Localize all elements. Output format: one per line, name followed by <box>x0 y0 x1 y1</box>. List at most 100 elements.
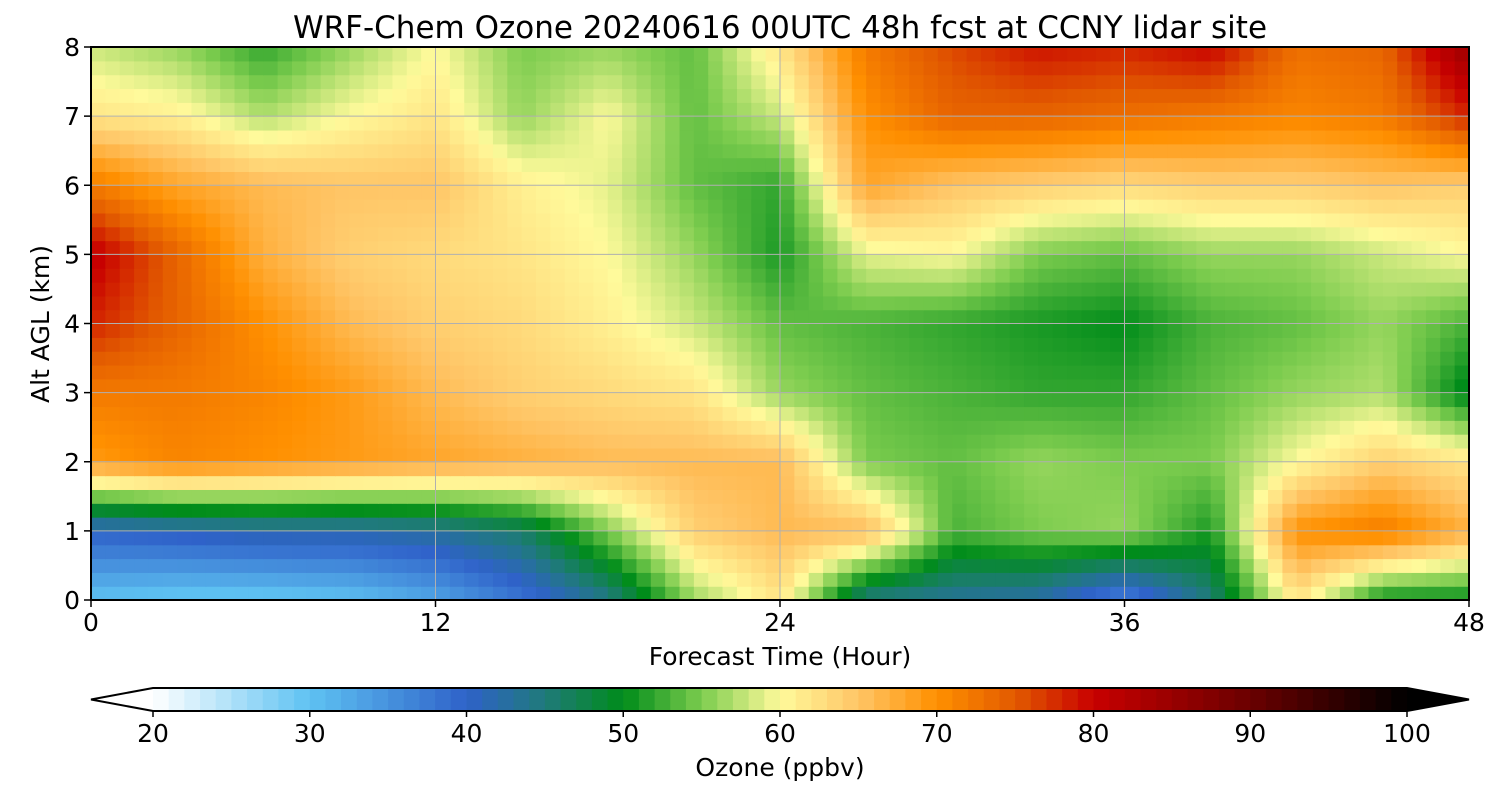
heatmap-cell <box>1024 212 1039 228</box>
heatmap-cell <box>234 503 250 518</box>
heatmap-cell <box>1425 337 1441 352</box>
heatmap-cell <box>1368 199 1384 214</box>
heatmap-cell <box>1138 420 1154 435</box>
heatmap-cell <box>1411 60 1427 76</box>
heatmap-cell <box>1382 102 1398 117</box>
heatmap-cell <box>478 517 494 532</box>
heatmap-cell <box>1339 572 1355 587</box>
heatmap-cell <box>1311 378 1327 394</box>
heatmap-cell <box>435 88 451 103</box>
heatmap-cell <box>622 199 638 214</box>
heatmap-cell <box>823 406 839 421</box>
colorbar-tick-label: 50 <box>607 719 639 748</box>
colorbar-segment <box>1328 688 1345 711</box>
heatmap-cell <box>1196 60 1212 76</box>
heatmap-cell <box>119 378 135 394</box>
heatmap-cell <box>119 323 135 338</box>
colorbar-segment <box>1046 688 1063 711</box>
heatmap-cell <box>837 282 853 297</box>
heatmap-cell <box>1095 143 1111 159</box>
heatmap-cell <box>392 60 408 76</box>
heatmap-cell <box>148 544 164 560</box>
heatmap-cell <box>1239 295 1255 311</box>
heatmap-cell <box>1325 420 1341 435</box>
heatmap-cell <box>320 544 336 560</box>
heatmap-cell <box>708 406 724 421</box>
heatmap-cell <box>1224 378 1240 394</box>
heatmap-cell <box>636 323 652 338</box>
heatmap-cell <box>1354 572 1370 587</box>
heatmap-cell <box>995 268 1011 283</box>
heatmap-cell <box>952 378 968 394</box>
heatmap-cell <box>1153 240 1169 255</box>
heatmap-cell <box>191 171 207 186</box>
heatmap-cell <box>535 116 551 131</box>
heatmap-cell <box>507 254 523 269</box>
heatmap-cell <box>521 392 537 408</box>
heatmap-cell <box>1354 295 1370 311</box>
heatmap-cell <box>421 572 437 587</box>
heatmap-cell <box>851 240 867 255</box>
heatmap-cell <box>535 489 551 504</box>
heatmap-cell <box>1124 475 1140 490</box>
heatmap-cell <box>263 74 279 90</box>
heatmap-cell <box>1354 489 1370 504</box>
heatmap-cell <box>1454 157 1470 173</box>
heatmap-cell <box>134 212 150 228</box>
heatmap-cell <box>636 392 652 408</box>
heatmap-cell <box>1311 351 1327 366</box>
heatmap-cell <box>1138 558 1154 573</box>
heatmap-cell <box>1081 558 1097 573</box>
heatmap-cell <box>995 544 1011 560</box>
heatmap-cell <box>421 212 437 228</box>
heatmap-cell <box>1067 74 1083 90</box>
heatmap-cell <box>1296 351 1312 366</box>
heatmap-cell <box>1411 47 1427 62</box>
heatmap-cell <box>291 47 307 62</box>
heatmap-cell <box>607 503 623 518</box>
heatmap-cell <box>521 240 537 255</box>
heatmap-cell <box>177 143 193 159</box>
heatmap-cell <box>980 461 996 477</box>
heatmap-cell <box>220 586 236 601</box>
heatmap-cell <box>91 517 106 532</box>
heatmap-cell <box>1282 337 1298 352</box>
heatmap-cell <box>1009 392 1025 408</box>
heatmap-cell <box>1397 530 1413 546</box>
heatmap-cell <box>1368 572 1384 587</box>
heatmap-cell <box>1382 282 1398 297</box>
heatmap-cell <box>579 185 594 200</box>
heatmap-cell <box>909 461 925 477</box>
heatmap-cell <box>880 309 896 325</box>
heatmap-cell <box>464 282 480 297</box>
heatmap-cell <box>1253 212 1269 228</box>
heatmap-cell <box>650 434 666 449</box>
heatmap-cell <box>650 558 666 573</box>
heatmap-cell <box>980 572 996 587</box>
heatmap-cell <box>1397 337 1413 352</box>
heatmap-cell <box>693 461 709 477</box>
heatmap-cell <box>449 517 465 532</box>
heatmap-cell <box>1181 434 1197 449</box>
heatmap-cell <box>1239 268 1255 283</box>
heatmap-cell <box>1268 171 1283 186</box>
heatmap-cell <box>507 171 523 186</box>
heatmap-cell <box>679 309 695 325</box>
heatmap-cell <box>1009 378 1025 394</box>
heatmap-cell <box>378 129 394 145</box>
heatmap-cell <box>1282 185 1298 200</box>
heatmap-cell <box>823 268 839 283</box>
heatmap-cell <box>1440 282 1456 297</box>
heatmap-cell <box>320 116 336 131</box>
heatmap-cell <box>535 60 551 76</box>
heatmap-cell <box>134 337 150 352</box>
heatmap-cell <box>952 74 968 90</box>
heatmap-cell <box>1368 503 1384 518</box>
heatmap-cell <box>162 226 178 242</box>
heatmap-cell <box>1024 475 1039 490</box>
heatmap-cell <box>794 226 810 242</box>
heatmap-cell <box>579 268 594 283</box>
heatmap-cell <box>1181 489 1197 504</box>
heatmap-cell <box>722 88 738 103</box>
heatmap-cell <box>378 517 394 532</box>
